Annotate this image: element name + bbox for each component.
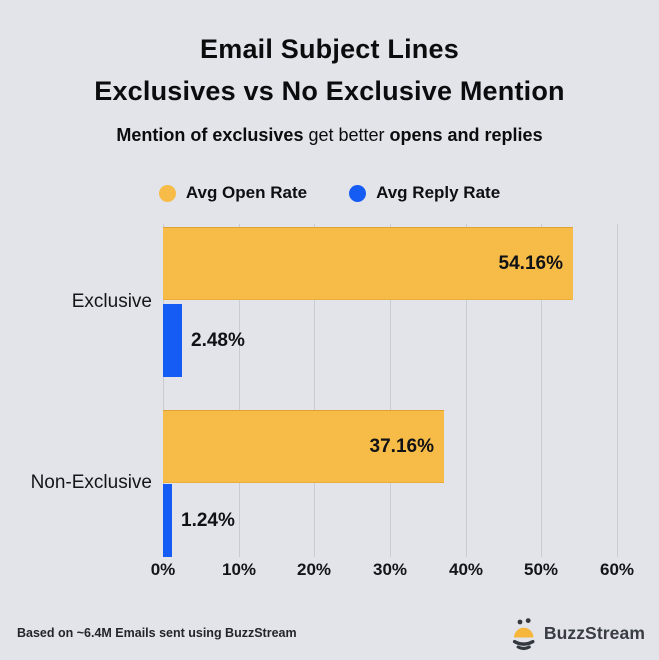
brand-name: BuzzStream	[543, 622, 645, 643]
value-label: 37.16%	[369, 435, 434, 457]
category-label-non-exclusive: Non-Exclusive	[30, 472, 152, 493]
bar-non-exclusive-reply-rate: 1.24%	[163, 484, 235, 557]
legend-dot-icon	[349, 184, 367, 202]
legend-label: Avg Reply Rate	[376, 183, 501, 202]
value-label: 54.16%	[498, 252, 563, 274]
buzzstream-logo: BuzzStream	[512, 614, 645, 652]
bar-non-exclusive-open-rate: 37.16%	[163, 410, 444, 483]
chart-title: Email Subject Lines Exclusives vs No Exc…	[0, 28, 659, 112]
value-label: 1.24%	[181, 509, 235, 531]
bar-exclusive-reply-rate: 2.48%	[163, 304, 245, 377]
gridline	[239, 224, 240, 557]
legend-item: Avg Open Rate	[158, 183, 308, 203]
source-note: Based on ~6.4M Emails sent using BuzzStr…	[17, 626, 297, 640]
legend-label: Avg Open Rate	[185, 183, 308, 202]
category-label-exclusive: Exclusive	[71, 291, 152, 312]
subtitle-bold-1: Mention of exclusives	[116, 125, 304, 145]
chart-legend: Avg Open Rate Avg Reply Rate	[0, 183, 659, 203]
plot-area: 54.16% 2.48% 37.16% 1.24%	[163, 224, 630, 557]
subtitle-regular: get better	[303, 125, 390, 145]
gridline	[617, 224, 618, 557]
legend-item: Avg Reply Rate	[349, 183, 500, 203]
title-line-1: Email Subject Lines	[200, 34, 459, 64]
legend-dot-icon	[158, 184, 176, 202]
subtitle-bold-2: opens and replies	[389, 125, 543, 145]
gridline	[541, 224, 542, 557]
gridline	[163, 224, 164, 557]
value-label: 2.48%	[191, 329, 245, 351]
gridline	[314, 224, 315, 557]
bar-exclusive-open-rate: 54.16%	[163, 227, 573, 300]
gridline	[390, 224, 391, 557]
title-line-2: Exclusives vs No Exclusive Mention	[94, 76, 565, 106]
chart-subtitle: Mention of exclusives get better opens a…	[0, 123, 659, 147]
gridline	[466, 224, 467, 557]
bee-icon	[512, 617, 535, 650]
